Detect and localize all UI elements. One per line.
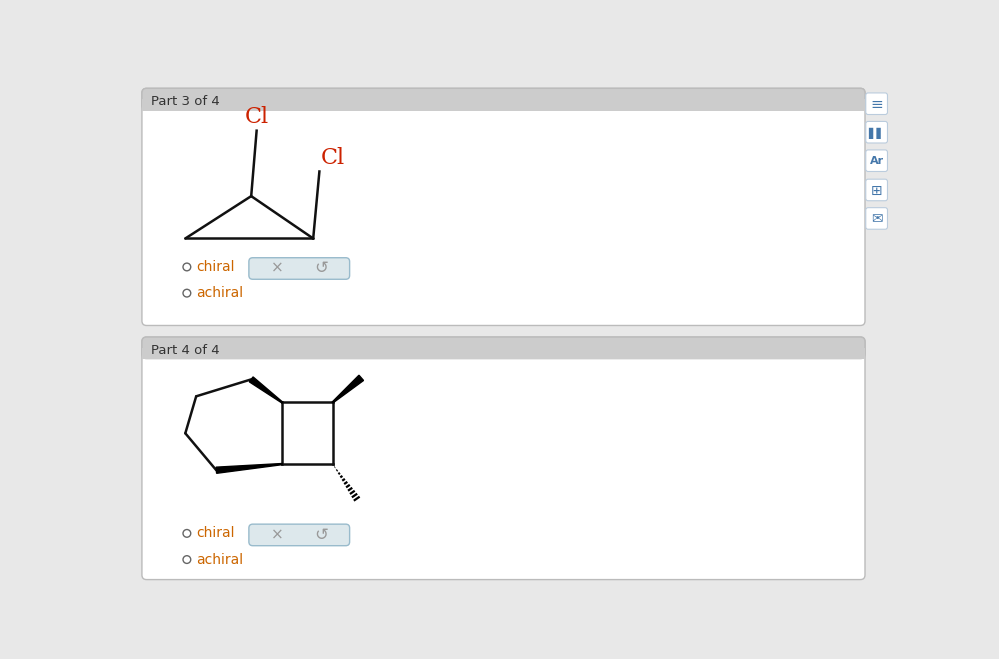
Bar [142, 348, 865, 359]
FancyBboxPatch shape [866, 93, 887, 115]
Text: ⊞: ⊞ [871, 184, 882, 198]
FancyBboxPatch shape [249, 524, 350, 546]
FancyBboxPatch shape [142, 88, 865, 110]
Text: ✉: ✉ [871, 212, 882, 226]
Text: Cl: Cl [245, 106, 269, 129]
Bar [142, 99, 865, 111]
Text: chiral: chiral [196, 527, 235, 540]
Text: chiral: chiral [196, 260, 235, 274]
FancyBboxPatch shape [142, 88, 865, 326]
Text: ↺: ↺ [315, 260, 329, 277]
Text: ≡: ≡ [870, 97, 883, 112]
FancyBboxPatch shape [249, 258, 350, 279]
Text: Ar: Ar [869, 156, 884, 167]
FancyBboxPatch shape [866, 179, 887, 201]
Text: Part 4 of 4: Part 4 of 4 [151, 343, 220, 357]
Polygon shape [250, 377, 283, 403]
FancyBboxPatch shape [142, 337, 865, 358]
Text: ↺: ↺ [315, 526, 329, 544]
FancyBboxPatch shape [866, 121, 887, 143]
FancyBboxPatch shape [142, 337, 865, 579]
FancyBboxPatch shape [866, 150, 887, 171]
Text: ▌▌: ▌▌ [868, 127, 885, 138]
Text: Cl: Cl [321, 147, 345, 169]
Text: ×: × [271, 527, 284, 542]
FancyBboxPatch shape [866, 208, 887, 229]
Text: ×: × [271, 261, 284, 276]
Polygon shape [333, 375, 364, 403]
Text: achiral: achiral [196, 552, 244, 567]
Text: achiral: achiral [196, 286, 244, 300]
Polygon shape [216, 463, 283, 473]
Text: Part 3 of 4: Part 3 of 4 [151, 95, 220, 108]
